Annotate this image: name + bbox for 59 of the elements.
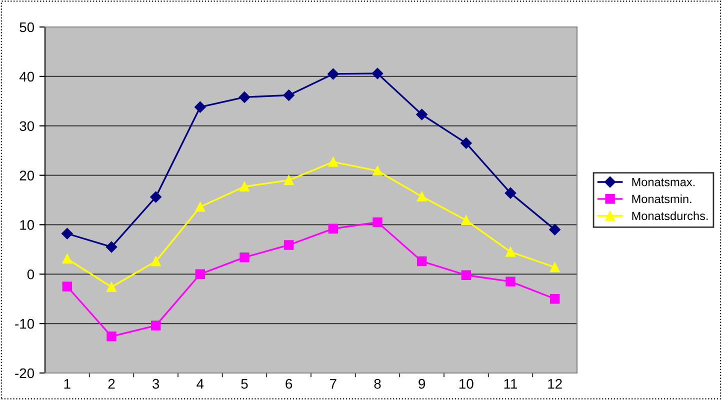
point [150, 191, 162, 203]
point [506, 276, 516, 286]
y-tick-label: 10 [20, 220, 34, 230]
point [240, 182, 250, 192]
x-tick-label: 5 [241, 379, 248, 389]
point [62, 254, 72, 264]
point [416, 108, 428, 120]
point [283, 90, 294, 101]
point [195, 202, 206, 212]
point [106, 282, 116, 292]
y-tick-label: 50 [20, 22, 34, 32]
x-tick-label: 1 [64, 379, 70, 389]
point [238, 92, 250, 103]
point [461, 270, 472, 280]
y-tick-label: 30 [20, 121, 34, 132]
x-tick-label: 10 [460, 378, 474, 389]
x-tick-label: 12 [548, 378, 562, 389]
point [328, 224, 338, 234]
point [372, 166, 382, 176]
point [460, 138, 472, 149]
point [106, 332, 116, 342]
x-tick-label: 4 [196, 379, 204, 389]
point [461, 215, 472, 226]
point [284, 240, 294, 250]
x-tick-label: 11 [504, 379, 518, 389]
point [549, 224, 560, 236]
point [106, 241, 118, 253]
y-tick-label: 20 [20, 170, 34, 180]
legend-label: Monatsdurchs. [632, 211, 708, 220]
legend-label: Monatsmax. [632, 178, 695, 186]
point [195, 269, 206, 280]
x-tick-label: 9 [418, 378, 426, 389]
y-tick-label: 0 [27, 269, 34, 280]
x-tick-label: 2 [108, 378, 115, 389]
point [62, 282, 72, 292]
point [550, 294, 560, 304]
y-tick-label: -20 [15, 368, 34, 378]
point [416, 192, 427, 202]
legend-label: Monatsmin. [632, 194, 692, 204]
point [284, 175, 294, 186]
point [372, 217, 382, 228]
point [240, 252, 250, 262]
y-tick-label: -10 [15, 318, 34, 329]
point [416, 256, 427, 266]
point [62, 228, 73, 240]
point [194, 101, 206, 113]
point [150, 320, 161, 330]
point [550, 262, 560, 272]
y-tick-label: 40 [19, 72, 34, 82]
point [328, 68, 339, 80]
point [150, 256, 161, 266]
x-tick-label: 3 [152, 378, 160, 389]
point [372, 68, 384, 80]
x-tick-label: 6 [286, 378, 292, 389]
x-tick-label: 7 [330, 379, 336, 389]
point [328, 157, 338, 167]
x-tick-label: 8 [374, 378, 381, 389]
point [504, 187, 516, 199]
point [506, 247, 516, 257]
